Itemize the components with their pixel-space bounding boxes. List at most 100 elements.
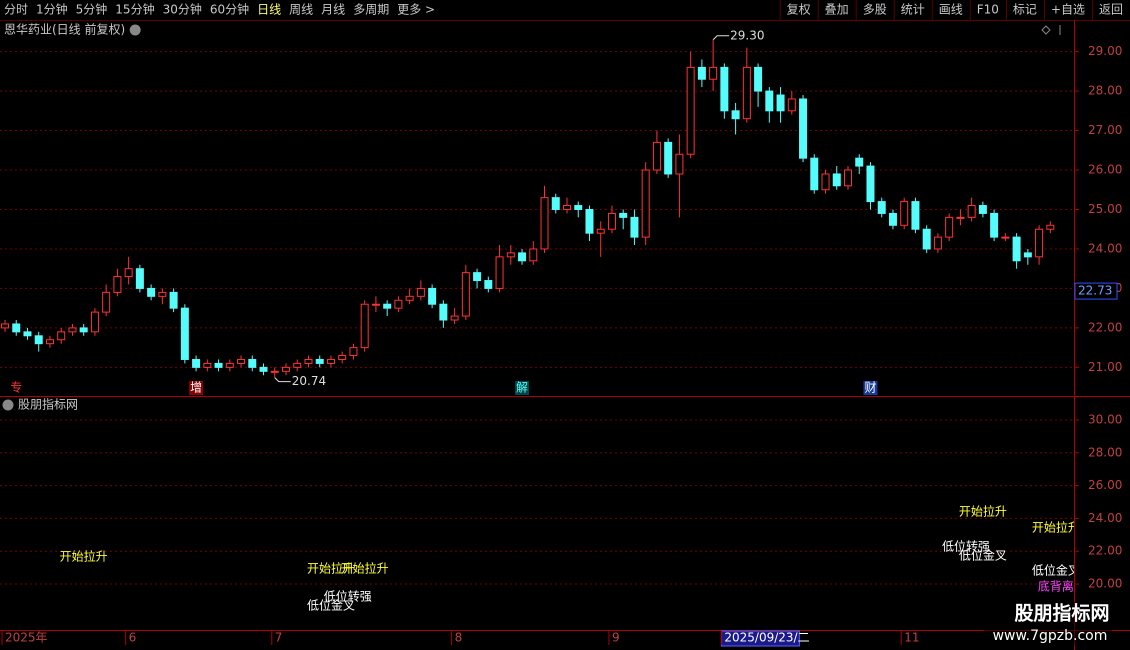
candle-body bbox=[529, 248, 538, 262]
y-tick-label: 29.00 bbox=[1088, 44, 1122, 58]
candle-body bbox=[360, 303, 369, 349]
candle-body bbox=[169, 291, 178, 309]
toolbar-button[interactable]: 画线 bbox=[939, 3, 963, 17]
x-tick-label: 2025/09/23/二 bbox=[724, 631, 809, 645]
event-marker-bg bbox=[515, 381, 530, 395]
y-tick-label: 30.00 bbox=[1088, 412, 1122, 426]
toolbar-button[interactable]: 复权 bbox=[787, 3, 811, 17]
candle-body bbox=[922, 228, 931, 250]
candle-body bbox=[990, 212, 999, 238]
toolbar-tab[interactable]: 1分钟 bbox=[36, 2, 68, 17]
signal-label: 低位金叉 bbox=[1032, 563, 1080, 578]
event-marker-bg bbox=[9, 381, 24, 395]
candle-body bbox=[832, 173, 841, 187]
toolbar-tab[interactable]: 周线 bbox=[289, 3, 313, 17]
toolbar-tab[interactable]: 多周期 bbox=[353, 3, 389, 17]
candle-body bbox=[664, 141, 673, 175]
candle-body bbox=[282, 366, 290, 372]
candle-body bbox=[776, 94, 785, 112]
x-tick-label: 9 bbox=[612, 631, 620, 645]
candle-body bbox=[315, 358, 324, 364]
x-tick-label: 11 bbox=[904, 631, 919, 645]
candle-body bbox=[844, 169, 852, 187]
y-tick-label: 27.00 bbox=[1088, 123, 1122, 137]
toolbar-tab[interactable]: 日线 bbox=[257, 3, 281, 17]
signal-label: 开始拉升 bbox=[341, 561, 389, 576]
event-marker[interactable]: 增 bbox=[190, 381, 202, 395]
candle-body bbox=[326, 358, 335, 364]
candle-body bbox=[248, 358, 257, 368]
candle-body bbox=[551, 197, 560, 210]
candle-body bbox=[394, 299, 403, 309]
extreme-label: 29.30 bbox=[730, 28, 764, 42]
candle-body bbox=[270, 370, 279, 373]
candle-body bbox=[563, 205, 571, 210]
candle-body bbox=[697, 66, 706, 80]
toolbar-tab[interactable]: 月线 bbox=[321, 3, 345, 17]
candle-body bbox=[371, 303, 380, 306]
candle-body bbox=[855, 157, 864, 167]
toolbar-button[interactable]: 叠加 bbox=[825, 3, 849, 17]
toolbar-tab[interactable]: 15分钟 bbox=[115, 2, 154, 17]
toolbar-tab[interactable]: 60分钟 bbox=[210, 2, 249, 17]
candle-body bbox=[540, 197, 549, 250]
signal-label: 底背离 bbox=[1038, 579, 1074, 594]
candle-body bbox=[102, 291, 111, 313]
candle-body bbox=[461, 272, 470, 317]
toolbar-button[interactable]: 标记 bbox=[1013, 3, 1037, 17]
watermark-title: 股朋指标网 bbox=[1014, 603, 1109, 625]
candle-body bbox=[720, 66, 729, 112]
candle-body bbox=[607, 212, 616, 230]
candle-body bbox=[933, 236, 942, 250]
indicator-icon[interactable] bbox=[2, 399, 14, 411]
candle-body bbox=[866, 165, 875, 203]
candle-body bbox=[225, 362, 234, 368]
candle-body bbox=[978, 205, 987, 214]
candle-body bbox=[484, 280, 493, 289]
signal-label: 低位金叉 bbox=[307, 598, 355, 613]
toolbar-tab[interactable]: 更多 > bbox=[397, 3, 435, 17]
extreme-pointer bbox=[274, 377, 291, 383]
x-tick-label: 6 bbox=[129, 631, 137, 645]
candle-body bbox=[304, 358, 313, 364]
candle-body bbox=[450, 315, 459, 321]
title-icon[interactable] bbox=[129, 24, 141, 36]
event-marker[interactable]: 专 bbox=[10, 380, 22, 395]
candle-body bbox=[641, 169, 650, 238]
last-price-tag bbox=[1074, 282, 1118, 300]
toolbar-button[interactable]: F10 bbox=[977, 3, 999, 17]
candle-body bbox=[709, 66, 718, 80]
candle-body bbox=[23, 331, 32, 337]
candle-body bbox=[675, 153, 684, 175]
candle-body bbox=[57, 331, 66, 341]
candle-body bbox=[506, 252, 515, 258]
indicator-panel: 开始拉升开始拉升开始拉升低位转强低位金叉开始拉升低位转强低位金叉开始拉升低位金叉… bbox=[0, 419, 1080, 613]
signal-label: 低位转强 bbox=[942, 538, 990, 553]
toolbar-button[interactable]: 返回 bbox=[1099, 3, 1123, 17]
candle-body bbox=[416, 287, 425, 297]
extreme-label: 20.74 bbox=[292, 374, 326, 388]
y-tick-label: 24.00 bbox=[1088, 241, 1122, 255]
event-marker[interactable]: 解 bbox=[516, 381, 528, 395]
candle-body bbox=[596, 228, 605, 234]
candle-body bbox=[12, 323, 21, 333]
toolbar-tab[interactable]: 分时 bbox=[4, 3, 28, 17]
candle-body bbox=[911, 201, 920, 230]
candle-body bbox=[967, 205, 976, 218]
last-price-label: 22.73 bbox=[1078, 284, 1112, 298]
candle-body bbox=[888, 212, 897, 226]
toolbar-button[interactable]: 多股 bbox=[863, 3, 887, 17]
event-marker-bg bbox=[189, 381, 204, 395]
candle-body bbox=[192, 358, 201, 368]
event-marker[interactable]: 财 bbox=[864, 381, 876, 395]
y-tick-label: 28.00 bbox=[1088, 445, 1122, 459]
candle-body bbox=[113, 276, 122, 293]
candle-body bbox=[45, 339, 54, 345]
toolbar-button[interactable]: 统计 bbox=[901, 3, 925, 17]
toolbar-button[interactable]: +自选 bbox=[1051, 3, 1085, 17]
toolbar-tab[interactable]: 5分钟 bbox=[76, 2, 108, 17]
event-marker-bg bbox=[863, 381, 878, 395]
toolbar-tab[interactable]: 30分钟 bbox=[163, 2, 202, 17]
candle-body bbox=[1046, 224, 1055, 230]
candle-body bbox=[1012, 236, 1021, 262]
